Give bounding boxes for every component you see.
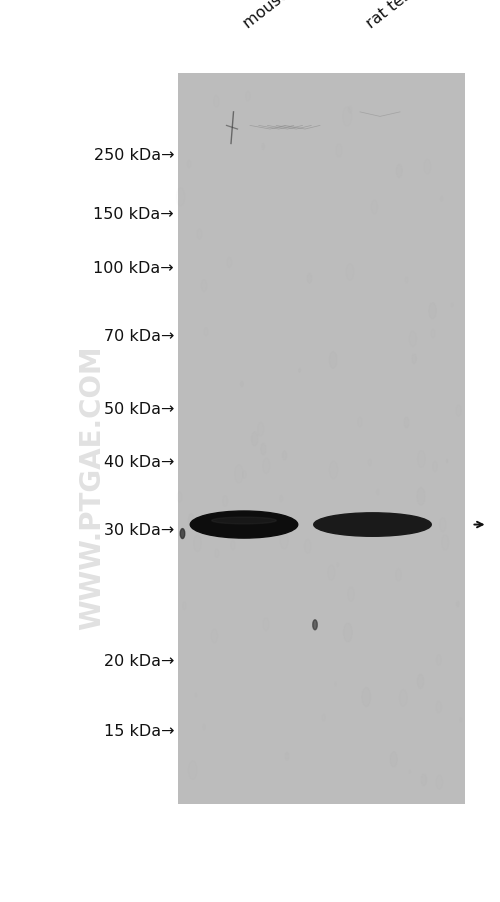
Ellipse shape	[313, 621, 318, 630]
Ellipse shape	[180, 529, 185, 539]
Text: 50 kDa→: 50 kDa→	[104, 401, 174, 416]
Text: rat testis: rat testis	[364, 0, 428, 32]
Text: 30 kDa→: 30 kDa→	[104, 522, 174, 537]
Ellipse shape	[190, 511, 298, 538]
Text: 250 kDa→: 250 kDa→	[94, 148, 174, 162]
Text: 15 kDa→: 15 kDa→	[104, 723, 174, 738]
Bar	[178, 74, 465, 805]
Ellipse shape	[314, 513, 431, 537]
Text: 70 kDa→: 70 kDa→	[104, 329, 174, 344]
Text: 150 kDa→: 150 kDa→	[94, 207, 174, 222]
Text: 100 kDa→: 100 kDa→	[94, 261, 174, 275]
Text: 20 kDa→: 20 kDa→	[104, 654, 174, 668]
Text: WWW.PTGAE.COM: WWW.PTGAE.COM	[78, 345, 106, 630]
Ellipse shape	[212, 518, 276, 524]
Text: 40 kDa→: 40 kDa→	[104, 455, 174, 469]
Text: mouse testis: mouse testis	[241, 0, 330, 32]
